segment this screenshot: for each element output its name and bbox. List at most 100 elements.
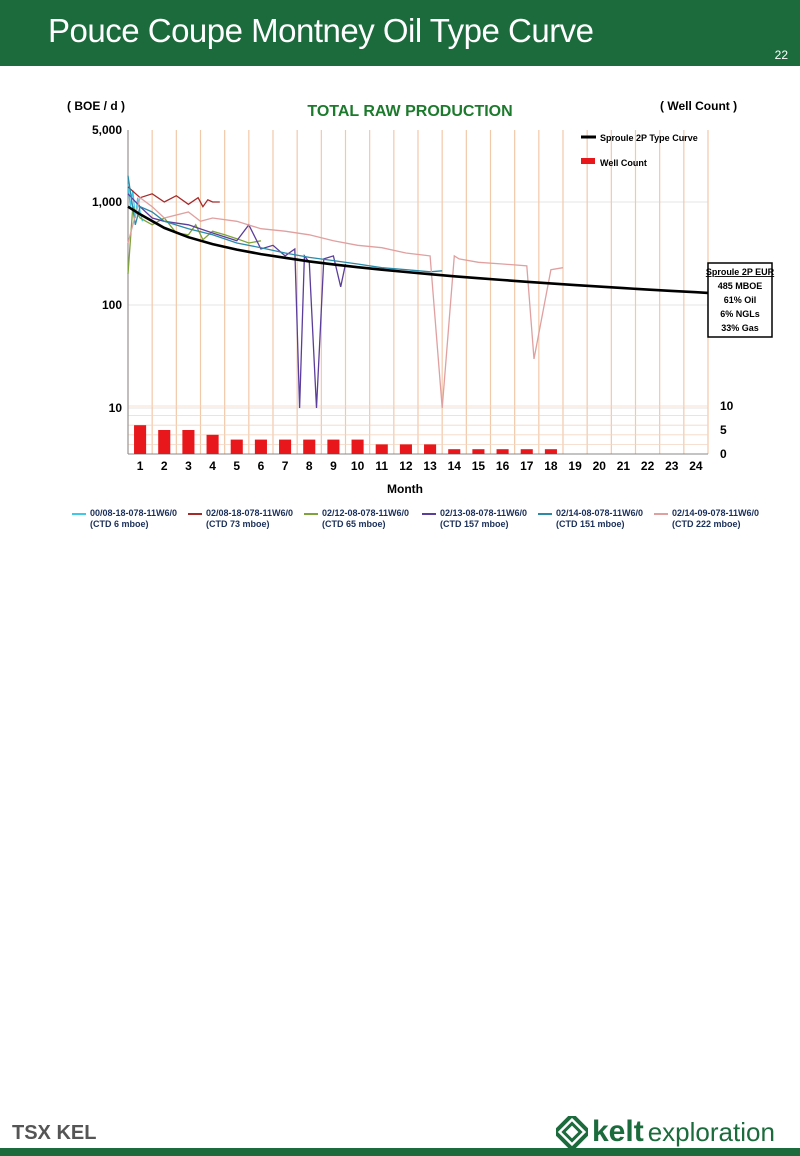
legend-well-count-swatch xyxy=(581,158,595,164)
x-tick-label: 19 xyxy=(568,459,582,473)
legend-label: 02/13-08-078-11W6/0 xyxy=(440,508,528,518)
well-count-bar xyxy=(158,430,171,454)
well-count-bar xyxy=(206,434,219,454)
legend-swatch xyxy=(304,512,318,515)
x-tick-label: 22 xyxy=(641,459,655,473)
legend-note: (CTD 151 mboe) xyxy=(556,519,625,529)
chart-frame: 5,000 1,000 100 10 10 5 0 1 2 3 4 5 6 7 8 9 10 11 12 13 14 15… xyxy=(4,66,798,556)
x-tick-label: 10 xyxy=(351,459,365,473)
x-tick-label: 20 xyxy=(593,459,607,473)
well-count-bar xyxy=(424,444,437,454)
eur-title: Sproule 2P EUR xyxy=(706,267,775,277)
well-count-bar xyxy=(182,430,195,454)
eur-line-2: 61% Oil xyxy=(724,295,757,305)
y-tick-label: 1,000 xyxy=(92,195,122,209)
plot-background xyxy=(127,130,709,455)
legend-well-count-label: Well Count xyxy=(600,158,647,168)
y-tick-label: 100 xyxy=(102,298,122,312)
legend-label: 02/14-09-078-11W6/0 xyxy=(672,508,760,518)
well-count-bar xyxy=(544,449,557,454)
well-count-bar xyxy=(375,444,388,454)
x-tick-label: 4 xyxy=(209,459,216,473)
footer-bar xyxy=(0,1148,800,1156)
x-tick-label: 3 xyxy=(185,459,192,473)
x-tick-label: 16 xyxy=(496,459,510,473)
well-count-bar xyxy=(134,425,147,454)
legend-swatch xyxy=(654,512,668,515)
legend-swatch xyxy=(188,512,202,515)
legend-item: 00/08-18-078-11W6/0 (CTD 6 mboe) xyxy=(72,508,177,530)
x-tick-label: 23 xyxy=(665,459,679,473)
x-tick-label: 6 xyxy=(258,459,265,473)
legend-swatch xyxy=(538,512,552,515)
y-tick-label: 5,000 xyxy=(92,123,122,137)
right-tick-label: 10 xyxy=(720,399,734,413)
legend-item: 02/12-08-078-11W6/0 (CTD 65 mboe) xyxy=(304,508,409,530)
x-tick-label: 12 xyxy=(399,459,413,473)
chart-title: TOTAL RAW PRODUCTION xyxy=(307,103,512,120)
legend-item: 02/14-08-078-11W6/0 (CTD 151 mboe) xyxy=(538,508,643,530)
legend-label: 02/14-08-078-11W6/0 xyxy=(556,508,644,518)
well-count-bar xyxy=(230,439,243,454)
x-tick-label: 15 xyxy=(472,459,486,473)
x-tick-label: 13 xyxy=(423,459,437,473)
legend-swatch xyxy=(422,512,436,515)
well-count-bar xyxy=(399,444,412,454)
slide-title: Pouce Coupe Montney Oil Type Curve xyxy=(48,12,594,49)
well-count-bar xyxy=(327,439,340,454)
well-count-bar xyxy=(303,439,316,454)
x-tick-label: 11 xyxy=(375,459,388,473)
series-line xyxy=(127,186,220,208)
x-tick-label: 5 xyxy=(233,459,240,473)
well-count-bar xyxy=(254,439,267,454)
x-tick-label: 24 xyxy=(689,459,703,473)
series-legend: 00/08-18-078-11W6/0 (CTD 6 mboe) 02/08-1… xyxy=(72,508,792,548)
legend-item: 02/13-08-078-11W6/0 (CTD 157 mboe) xyxy=(422,508,527,530)
series-line xyxy=(127,196,564,409)
eur-line-4: 33% Gas xyxy=(721,323,759,333)
kelt-name: kelt xyxy=(592,1115,644,1148)
x-tick-label: 8 xyxy=(306,459,313,473)
kelt-knot-icon xyxy=(556,1116,588,1148)
right-tick-label: 0 xyxy=(720,447,727,461)
x-tick-label: 17 xyxy=(520,459,534,473)
well-count-bar xyxy=(520,449,533,454)
x-axis-label: Month xyxy=(387,482,423,496)
eur-line-1: 485 MBOE xyxy=(718,281,763,291)
x-tick-label: 9 xyxy=(330,459,337,473)
legend-item: 02/08-18-078-11W6/0 (CTD 73 mboe) xyxy=(188,508,293,530)
y-tick-label: 10 xyxy=(109,401,123,415)
x-tick-label: 18 xyxy=(544,459,558,473)
x-tick-label: 14 xyxy=(448,459,462,473)
slide-footer: TSX KEL kelt exploration xyxy=(0,556,800,1156)
legend-note: (CTD 222 mboe) xyxy=(672,519,741,529)
well-count-bar xyxy=(279,439,292,454)
legend-label: 02/08-18-078-11W6/0 xyxy=(206,508,294,518)
eur-box: Sproule 2P EUR 485 MBOE 61% Oil 6% NGLs … xyxy=(706,262,775,338)
eur-line-3: 6% NGLs xyxy=(720,309,760,319)
y-axis-right-label: ( Well Count ) xyxy=(660,99,737,113)
legend-note: (CTD 157 mboe) xyxy=(440,519,509,529)
x-tick-label: 21 xyxy=(617,459,631,473)
legend-note: (CTD 73 mboe) xyxy=(206,519,270,529)
series-line xyxy=(127,175,443,273)
legend-label: 00/08-18-078-11W6/0 xyxy=(90,508,178,518)
kelt-sub: exploration xyxy=(647,1116,775,1147)
legend-item: 02/14-09-078-11W6/0 (CTD 222 mboe) xyxy=(654,508,759,530)
slide-header: Pouce Coupe Montney Oil Type Curve 22 xyxy=(0,0,800,66)
well-count-bar xyxy=(351,439,364,454)
x-tick-label: 7 xyxy=(282,459,289,473)
kelt-logo: kelt exploration xyxy=(556,1114,775,1150)
legend-note: (CTD 65 mboe) xyxy=(322,519,386,529)
x-tick-label: 2 xyxy=(161,459,168,473)
legend-note: (CTD 6 mboe) xyxy=(90,519,149,529)
well-count-bar xyxy=(472,449,485,454)
y-axis-left-label: ( BOE / d ) xyxy=(67,99,125,113)
page-number: 22 xyxy=(774,48,788,62)
legend-type-curve-label: Sproule 2P Type Curve xyxy=(600,133,698,143)
legend-label: 02/12-08-078-11W6/0 xyxy=(322,508,410,518)
x-tick-label: 1 xyxy=(137,459,144,473)
type-curve-line xyxy=(127,205,709,295)
well-count-bar xyxy=(448,449,461,454)
